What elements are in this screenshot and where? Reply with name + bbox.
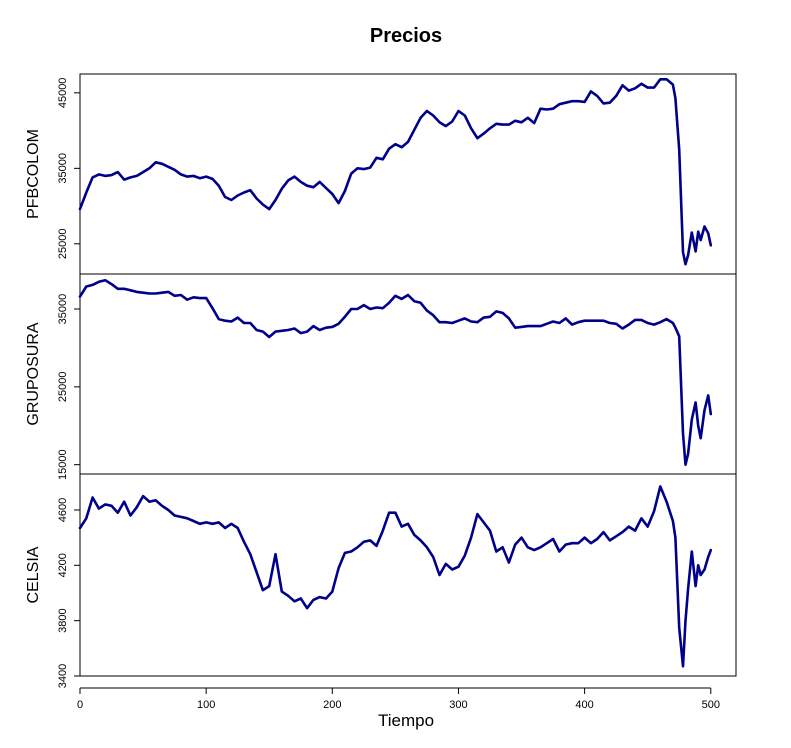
panel-celsia-ylabel: CELSIA — [25, 546, 42, 603]
x-tick-label-2: 200 — [323, 699, 341, 711]
panel-celsia-series-line — [78, 485, 713, 668]
panel-gruposura-series-line — [78, 278, 713, 466]
panel-celsia-ytick-label-0: 3400 — [57, 664, 69, 688]
panel-gruposura-yticks: 15000 25000 35000 — [57, 294, 80, 480]
panel-celsia-yticks: 3400 3800 4200 4600 — [57, 498, 80, 688]
panel-gruposura-ytick-label-2: 35000 — [57, 294, 69, 325]
x-tick-label-4: 400 — [575, 699, 593, 711]
panel-celsia-ytick-label-1: 3800 — [57, 608, 69, 632]
panel-pfbcolom: PFBCOLOM 25000 35000 45000 — [25, 73, 737, 275]
panel-celsia-ytick-label-3: 4600 — [57, 498, 69, 522]
panel-gruposura-ytick-label-1: 25000 — [57, 372, 69, 403]
x-tick-label-1: 100 — [197, 699, 215, 711]
panel-gruposura-ylabel: GRUPOSURA — [25, 322, 42, 425]
panel-gruposura-frame — [79, 273, 737, 475]
panel-celsia-frame — [79, 473, 737, 677]
panel-pfbcolom-series-line — [78, 78, 713, 266]
panel-pfbcolom-ytick-label-1: 35000 — [57, 153, 69, 184]
panel-pfbcolom-ytick-label-0: 25000 — [57, 229, 69, 260]
x-tick-label-3: 300 — [449, 699, 467, 711]
x-tick-label-0: 0 — [77, 699, 83, 711]
panel-gruposura-ytick-label-0: 15000 — [57, 449, 69, 480]
chart-title: Precios — [370, 25, 442, 47]
panel-pfbcolom-ylabel: PFBCOLOM — [25, 129, 42, 219]
panel-celsia-ytick-label-2: 4200 — [57, 553, 69, 577]
panel-gruposura: GRUPOSURA 15000 25000 35000 — [25, 273, 737, 480]
panel-pfbcolom-yticks: 25000 35000 45000 — [57, 78, 80, 260]
panel-pfbcolom-ytick-label-2: 45000 — [57, 78, 69, 109]
x-axis: 0 100 200 300 400 500 — [77, 687, 720, 711]
x-axis-label: Tiempo — [378, 711, 434, 730]
x-tick-label-5: 500 — [702, 699, 720, 711]
panel-celsia: CELSIA 3400 3800 4200 4600 — [25, 473, 737, 688]
